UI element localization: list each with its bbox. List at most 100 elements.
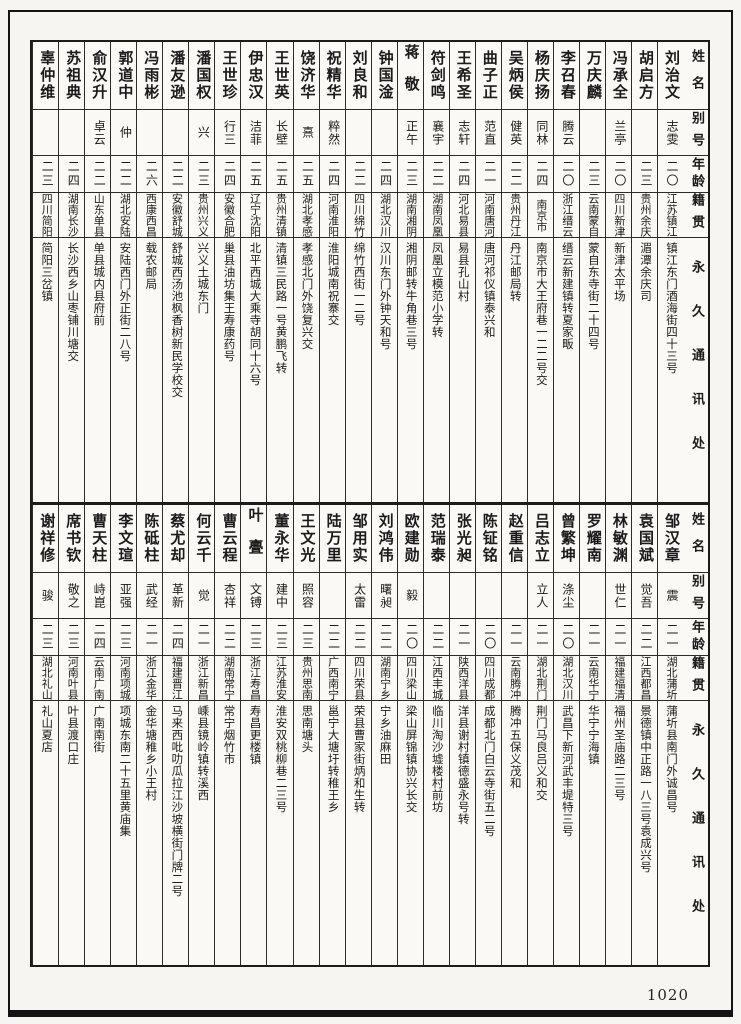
entry-native-cell: 云南华宁 bbox=[579, 656, 605, 701]
entry-age-cell: 二〇 bbox=[553, 156, 579, 193]
entry-name-cell: 吴炳侯 bbox=[501, 42, 527, 110]
entry-alias-cell: 腾云 bbox=[553, 110, 579, 156]
entry-native-cell: 浙江寿昌 bbox=[241, 656, 267, 701]
entry-alias-cell: 太雷 bbox=[345, 573, 371, 619]
entry-alias-cell: 武经 bbox=[137, 573, 163, 619]
entry-column: 伊忠汉 洁菲 二五 辽宁沈阳 北平西城大乘寺胡同十六号 bbox=[240, 42, 267, 502]
entry-age-cell: 二一 bbox=[605, 619, 631, 656]
entry-address-cell: 唐河祁仪镇泰兴和 bbox=[482, 242, 497, 338]
entry-name-cell: 饶济华 bbox=[293, 42, 319, 110]
entry-age-cell: 二二 bbox=[319, 619, 345, 656]
entry-name-cell: 刘鸿伟 bbox=[371, 505, 397, 573]
entry-alias-cell: 毅 bbox=[397, 573, 423, 619]
entry-address-cell: 邕宁大塘圩转稚王乡 bbox=[326, 705, 341, 813]
header-native-label: 籍贯 bbox=[682, 193, 708, 238]
entry-native-cell: 四川梁山 bbox=[397, 656, 423, 701]
entry-alias-cell: 行三 bbox=[215, 110, 241, 156]
entry-name-cell: 董永华 bbox=[267, 505, 293, 573]
entry-name-cell: 潘友逊 bbox=[163, 42, 189, 110]
entry-address-cell: 载农邮局 bbox=[144, 242, 159, 290]
entry-name-cell: 林敏渊 bbox=[605, 505, 631, 573]
entry-name-cell: 李召春 bbox=[553, 42, 579, 110]
header-address-label: 永久通讯处 bbox=[689, 723, 704, 943]
entry-age-cell: 二三 bbox=[241, 619, 267, 656]
entry-native-cell: 贵州思南 bbox=[293, 656, 319, 701]
entry-native-cell: 湖北蒲圻 bbox=[657, 656, 683, 701]
entry-age-cell: 二三 bbox=[397, 156, 423, 193]
entry-native-cell: 福建晋江 bbox=[163, 656, 189, 701]
entry-column: 陈砥柱 武经 二一 浙江金华 金华塘稚乡小王村 bbox=[136, 505, 163, 965]
entry-address-cell: 淮阳城南祝寨交 bbox=[326, 242, 341, 326]
entry-age-cell: 二一 bbox=[449, 619, 475, 656]
entry-alias-cell bbox=[33, 110, 59, 156]
entry-native-cell: 江西丰城 bbox=[423, 656, 449, 701]
entry-column: 王文光 照容 二三 贵州思南 思南塘头 bbox=[292, 505, 319, 965]
entry-name-cell: 曲子正 bbox=[475, 42, 501, 110]
entry-address-cell: 腾冲五保义茂和 bbox=[508, 705, 523, 789]
entry-name-cell: 冯承全 bbox=[605, 42, 631, 110]
entry-address-cell: 湄潭余庆司 bbox=[638, 242, 653, 302]
entry-alias-cell: 建中 bbox=[267, 573, 293, 619]
entry-alias-cell bbox=[163, 110, 189, 156]
entry-age-cell: 二二 bbox=[163, 156, 189, 193]
entry-age-cell: 二二 bbox=[345, 619, 371, 656]
entry-column: 董永华 建中 二三 江苏淮安 淮安双桃柳巷二三号 bbox=[266, 505, 293, 965]
entry-alias-cell: 曙昶 bbox=[371, 573, 397, 619]
entry-column: 蔡尤却 革新 二四 福建晋江 马来西吡叻瓜拉江沙坡横街门牌二号 bbox=[162, 505, 189, 965]
entry-address-cell: 汉川东门外钟天和号 bbox=[378, 242, 393, 350]
entry-native-cell: 河南唐河 bbox=[475, 193, 501, 238]
entry-age-cell: 二一 bbox=[657, 619, 683, 656]
entry-age-cell: 二三 bbox=[579, 156, 605, 193]
entry-address-cell: 礼山夏店 bbox=[40, 705, 55, 753]
entry-native-cell: 陕西洋县 bbox=[449, 656, 475, 701]
entry-alias-cell bbox=[319, 573, 345, 619]
entry-name-cell: 罗耀南 bbox=[579, 505, 605, 573]
entry-name-cell: 欧建勋 bbox=[397, 505, 423, 573]
entry-column: 李文瑄 亚强 二三 河南项城 项城东南二十五里黄庙集 bbox=[110, 505, 137, 965]
page-number: 1020 bbox=[646, 986, 689, 1004]
entry-age-cell: 二〇 bbox=[553, 619, 579, 656]
entry-alias-cell: 襄宇 bbox=[423, 110, 449, 156]
entry-name-cell: 曾繁坤 bbox=[553, 505, 579, 573]
entry-name-cell: 吕志立 bbox=[527, 505, 553, 573]
entry-column: 何云千觉二一 浙江新昌 嵊县镜岭镇转溪西 bbox=[188, 505, 215, 965]
entry-address-cell: 蒙自东寺街二十四号 bbox=[586, 242, 601, 350]
entry-native-cell: 湖北荆门 bbox=[527, 656, 553, 701]
header-age-label: 年龄 bbox=[682, 156, 708, 193]
entry-column: 曹云程 杏祥 二二 湖南常宁 常宁烟竹市 bbox=[214, 505, 241, 965]
entry-address-cell: 宁乡油麻田 bbox=[378, 705, 393, 765]
entry-name-cell: 王文光 bbox=[293, 505, 319, 573]
entry-name-cell: 张光昶 bbox=[449, 505, 475, 573]
entry-column: 吴炳侯 健英 二二 贵州丹江 丹江邮局转 bbox=[500, 42, 527, 502]
entry-column: 王希圣 志轩 二四 河北易县 易县孔山村 bbox=[448, 42, 475, 502]
entry-native-cell: 山东单县 bbox=[85, 193, 111, 238]
entry-age-cell: 二三 bbox=[59, 619, 85, 656]
entry-column: 陆万里 二二 广西南宁 邕宁大塘圩转稚王乡 bbox=[318, 505, 345, 965]
entry-alias-cell: 峙崑 bbox=[85, 573, 111, 619]
entry-column: 席书钦 敬之 二三 河南叶县 叶县渡口庄 bbox=[58, 505, 85, 965]
entry-age-cell: 二四 bbox=[449, 156, 475, 193]
entry-alias-cell bbox=[631, 110, 657, 156]
entry-native-cell: 江苏镇江 bbox=[657, 193, 683, 238]
entry-name-cell: 赵重信 bbox=[501, 505, 527, 573]
entry-native-cell: 湖北礼山 bbox=[33, 656, 59, 701]
entry-name-cell: 万庆麟 bbox=[579, 42, 605, 110]
entry-native-cell: 浙江缙云 bbox=[553, 193, 579, 238]
header-name-label: 姓名 bbox=[682, 505, 708, 573]
entry-column: 吕志立 立人 二一 湖北荆门 荆门马良吕义和交 bbox=[526, 505, 553, 965]
entry-name-cell: 王世珍 bbox=[215, 42, 241, 110]
entry-column: 刘治文 志雯 二〇 江苏镇江 镇江东门酒海街四十三号 bbox=[656, 42, 683, 502]
entry-column: 王世珍 行三 二四 安徽合肥 巢县油坊集王寿康药号 bbox=[214, 42, 241, 502]
entry-native-cell: 安徽舒城 bbox=[163, 193, 189, 238]
entry-native-cell: 四川简阳 bbox=[33, 193, 59, 238]
entry-age-cell: 二三 bbox=[111, 619, 137, 656]
entry-address-cell: 绵竹西街一二号 bbox=[352, 242, 367, 326]
entry-native-cell: 四川成都 bbox=[475, 656, 501, 701]
entry-column: 潘友逊 二二 安徽舒城 舒城西汤池枫香树新民学校交 bbox=[162, 42, 189, 502]
entry-address-cell: 易县孔山村 bbox=[456, 242, 471, 302]
header-column: 姓名 别号 年龄 籍贯 永久通讯处 bbox=[682, 505, 708, 965]
entry-column: 俞汉升 卓云 二二 山东单县 单县城内县府前 bbox=[84, 42, 111, 502]
entry-name-cell: 潘国权 bbox=[189, 42, 215, 110]
entry-alias-cell: 卓云 bbox=[85, 110, 111, 156]
entry-column: 张光昶 二一 陕西洋县 洋县谢村镇德盛永号转 bbox=[448, 505, 475, 965]
